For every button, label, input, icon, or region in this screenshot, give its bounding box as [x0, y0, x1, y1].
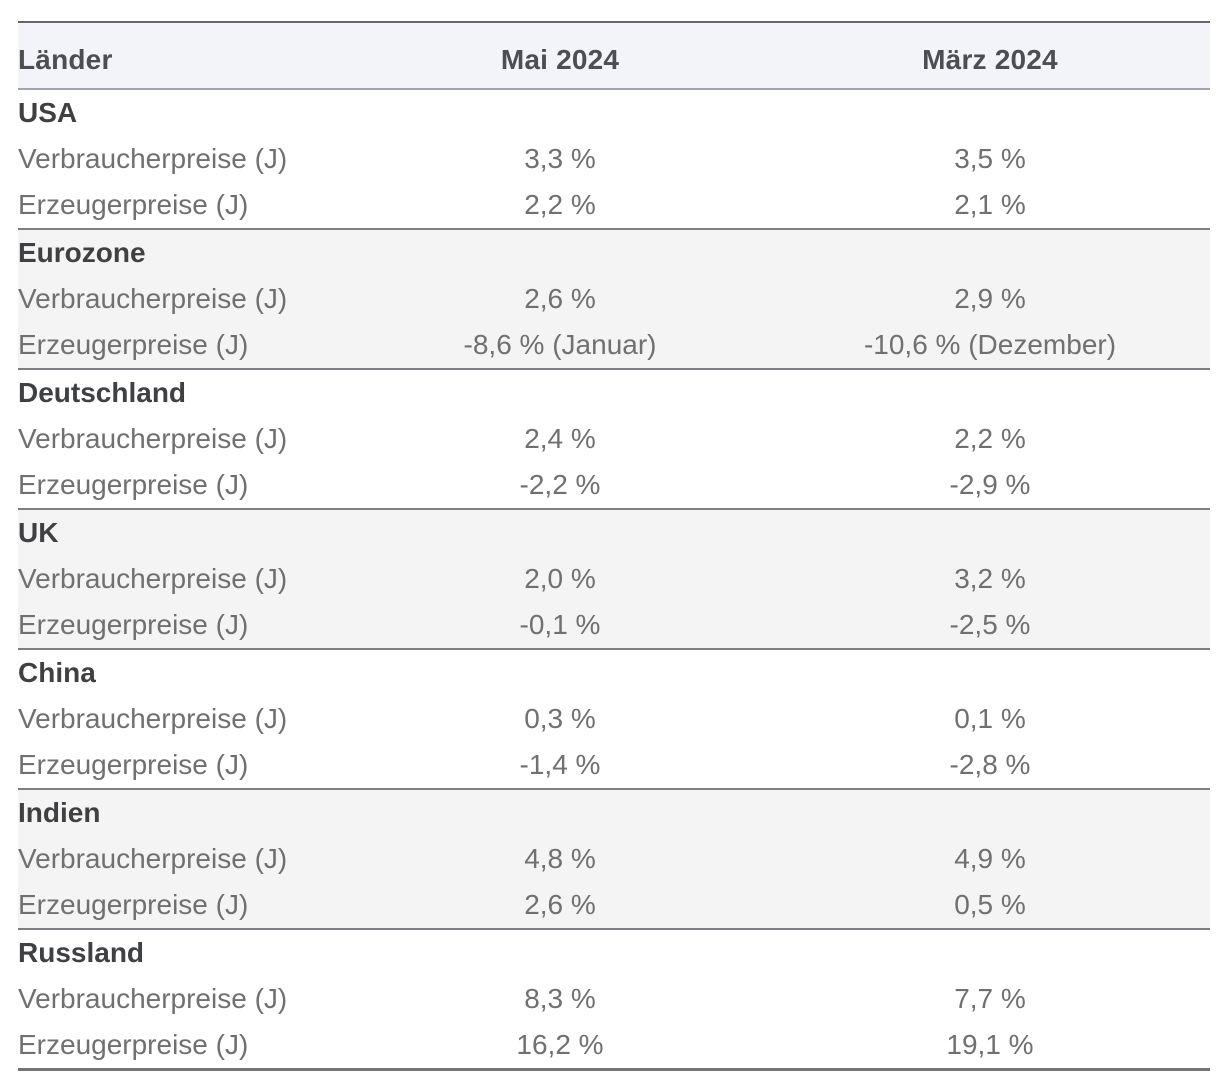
country-row: Deutschland	[18, 369, 1210, 416]
table-header: Länder Mai 2024 März 2024	[18, 22, 1210, 89]
row-label: Erzeugerpreise (J)	[18, 609, 249, 640]
country-row: USA	[18, 89, 1210, 136]
table-row: Erzeugerpreise (J) -0,1 % -2,5 %	[18, 602, 1210, 649]
country-name: Eurozone	[18, 237, 146, 268]
value-maerz: 0,1 %	[954, 703, 1026, 734]
table-row: Verbraucherpreise (J) 0,3 % 0,1 %	[18, 696, 1210, 742]
value-maerz: 19,1 %	[946, 1029, 1034, 1060]
table-row: Verbraucherpreise (J) 2,6 % 2,9 %	[18, 276, 1210, 322]
column-header-maerz-2024: März 2024	[922, 44, 1058, 75]
country-row: China	[18, 649, 1210, 696]
value-mai: -0,1 %	[519, 609, 601, 640]
section-eurozone: Eurozone Verbraucherpreise (J) 2,6 % 2,9…	[18, 229, 1210, 369]
column-header-laender: Länder	[18, 44, 113, 75]
table-row: Erzeugerpreise (J) -8,6 % (Januar) -10,6…	[18, 322, 1210, 369]
value-mai: 2,0 %	[524, 563, 596, 594]
column-header-mai-2024: Mai 2024	[500, 44, 620, 75]
country-name: Indien	[18, 797, 101, 828]
country-row: Eurozone	[18, 229, 1210, 276]
table-row: Verbraucherpreise (J) 3,3 % 3,5 %	[18, 136, 1210, 182]
table-row: Erzeugerpreise (J) 2,6 % 0,5 %	[18, 882, 1210, 929]
row-label: Verbraucherpreise (J)	[18, 983, 288, 1014]
section-russland: Russland Verbraucherpreise (J) 8,3 % 7,7…	[18, 929, 1210, 1070]
table-row: Verbraucherpreise (J) 8,3 % 7,7 %	[18, 976, 1210, 1022]
header-row: Länder Mai 2024 März 2024	[18, 22, 1210, 89]
value-mai: 0,3 %	[524, 703, 596, 734]
inflation-table-container: Länder Mai 2024 März 2024 USA Verbrauche…	[18, 21, 1210, 1071]
section-uk: UK Verbraucherpreise (J) 2,0 % 3,2 % Erz…	[18, 509, 1210, 649]
row-label: Verbraucherpreise (J)	[18, 283, 288, 314]
table-row: Erzeugerpreise (J) 2,2 % 2,1 %	[18, 182, 1210, 229]
country-row: UK	[18, 509, 1210, 556]
value-maerz: -10,6 % (Dezember)	[863, 329, 1117, 360]
table-row: Erzeugerpreise (J) -2,2 % -2,9 %	[18, 462, 1210, 509]
section-china: China Verbraucherpreise (J) 0,3 % 0,1 % …	[18, 649, 1210, 789]
value-mai: 8,3 %	[524, 983, 596, 1014]
country-row: Indien	[18, 789, 1210, 836]
value-mai: -1,4 %	[519, 749, 601, 780]
row-label: Verbraucherpreise (J)	[18, 423, 288, 454]
country-name: UK	[18, 517, 59, 548]
country-row: Russland	[18, 929, 1210, 976]
section-usa: USA Verbraucherpreise (J) 3,3 % 3,5 % Er…	[18, 89, 1210, 229]
row-label: Verbraucherpreise (J)	[18, 703, 288, 734]
country-name: USA	[18, 97, 78, 128]
section-deutschland: Deutschland Verbraucherpreise (J) 2,4 % …	[18, 369, 1210, 509]
country-name: China	[18, 657, 96, 688]
value-maerz: 4,9 %	[954, 843, 1026, 874]
row-label: Erzeugerpreise (J)	[18, 329, 249, 360]
country-name: Deutschland	[18, 377, 187, 408]
row-label: Verbraucherpreise (J)	[18, 843, 288, 874]
row-label: Erzeugerpreise (J)	[18, 1029, 249, 1060]
table-row: Erzeugerpreise (J) -1,4 % -2,8 %	[18, 742, 1210, 789]
value-mai: 2,6 %	[524, 889, 596, 920]
value-mai: 3,3 %	[524, 143, 596, 174]
value-mai: 4,8 %	[524, 843, 596, 874]
row-label: Erzeugerpreise (J)	[18, 889, 249, 920]
value-maerz: 2,9 %	[954, 283, 1026, 314]
country-name: Russland	[18, 937, 145, 968]
inflation-table: Länder Mai 2024 März 2024 USA Verbrauche…	[18, 21, 1210, 1071]
value-maerz: -2,8 %	[949, 749, 1031, 780]
value-maerz: 0,5 %	[954, 889, 1026, 920]
table-row: Erzeugerpreise (J) 16,2 % 19,1 %	[18, 1022, 1210, 1070]
value-maerz: 2,1 %	[954, 189, 1026, 220]
value-mai: 2,6 %	[524, 283, 596, 314]
section-indien: Indien Verbraucherpreise (J) 4,8 % 4,9 %…	[18, 789, 1210, 929]
row-label: Erzeugerpreise (J)	[18, 469, 249, 500]
row-label: Erzeugerpreise (J)	[18, 189, 249, 220]
value-maerz: 3,5 %	[954, 143, 1026, 174]
table-row: Verbraucherpreise (J) 2,0 % 3,2 %	[18, 556, 1210, 602]
table-row: Verbraucherpreise (J) 4,8 % 4,9 %	[18, 836, 1210, 882]
value-maerz: -2,9 %	[949, 469, 1031, 500]
value-maerz: 2,2 %	[954, 423, 1026, 454]
value-mai: -2,2 %	[519, 469, 601, 500]
value-mai: 2,2 %	[524, 189, 596, 220]
row-label: Verbraucherpreise (J)	[18, 563, 288, 594]
value-mai: -8,6 % (Januar)	[463, 329, 657, 360]
table-row: Verbraucherpreise (J) 2,4 % 2,2 %	[18, 416, 1210, 462]
value-mai: 16,2 %	[516, 1029, 604, 1060]
row-label: Verbraucherpreise (J)	[18, 143, 288, 174]
value-maerz: 7,7 %	[954, 983, 1026, 1014]
row-label: Erzeugerpreise (J)	[18, 749, 249, 780]
value-mai: 2,4 %	[524, 423, 596, 454]
value-maerz: -2,5 %	[949, 609, 1031, 640]
value-maerz: 3,2 %	[954, 563, 1026, 594]
